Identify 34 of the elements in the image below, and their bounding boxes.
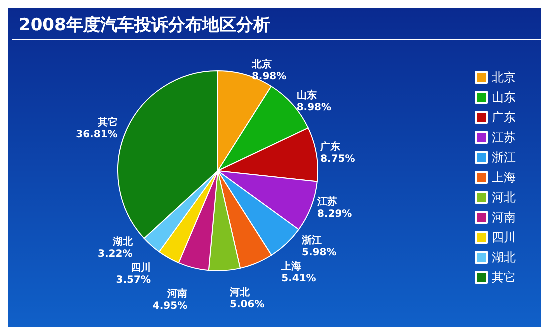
slice-label: 北京: [250, 58, 272, 71]
legend-label: 浙江: [492, 150, 516, 164]
legend-label: 广东: [492, 110, 516, 124]
legend-label: 其它: [492, 270, 516, 284]
slice-label: 河北: [229, 286, 252, 298]
chart-title: 2008年度汽车投诉分布地区分析: [19, 16, 270, 36]
data-label: 8.29%: [318, 208, 352, 220]
legend-label: 河北: [492, 190, 516, 204]
legend-label: 湖北: [492, 250, 516, 264]
slice-label: 湖北: [112, 236, 134, 248]
slice-label: 江苏: [316, 196, 338, 208]
data-label: 36.81%: [76, 130, 118, 141]
data-label: 8.75%: [320, 154, 356, 166]
legend-label: 四川: [492, 230, 516, 244]
legend-label: 北京: [492, 70, 516, 84]
slice-label: 山东: [296, 90, 317, 102]
legend-label: 江苏: [492, 130, 516, 144]
slice-label: 浙江: [301, 234, 322, 246]
slice-label: 上海: [280, 260, 302, 272]
data-label: 8.98%: [252, 72, 287, 83]
data-label: 5.41%: [282, 273, 316, 284]
legend-label: 河南: [492, 210, 516, 224]
data-label: 5.98%: [302, 247, 337, 258]
data-label: 3.57%: [116, 275, 151, 286]
data-label: 8.98%: [296, 102, 332, 114]
legend-label: 山东: [492, 90, 516, 104]
legend-label: 上海: [492, 170, 516, 184]
slice-label: 四川: [130, 262, 151, 274]
data-label: 5.06%: [230, 299, 265, 310]
slice-label: 其它: [96, 116, 118, 129]
data-label: 3.22%: [98, 249, 133, 260]
slice-label: 河南: [166, 288, 188, 300]
data-label: 4.95%: [152, 301, 188, 312]
slice-label: 广东: [320, 141, 341, 154]
